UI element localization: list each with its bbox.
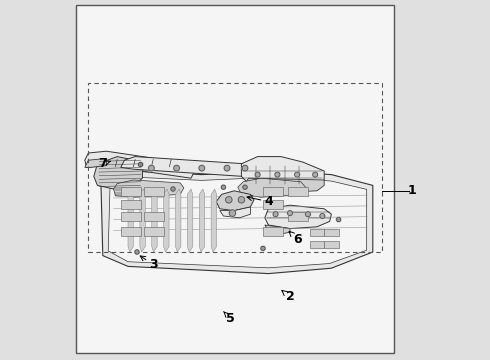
Polygon shape (94, 157, 143, 189)
Circle shape (229, 210, 236, 216)
Polygon shape (85, 158, 106, 167)
Circle shape (275, 172, 280, 177)
Circle shape (243, 185, 247, 189)
Polygon shape (108, 177, 367, 268)
Circle shape (313, 172, 318, 177)
FancyBboxPatch shape (76, 5, 394, 353)
FancyBboxPatch shape (288, 212, 308, 221)
Polygon shape (140, 189, 145, 252)
Circle shape (288, 211, 293, 216)
Polygon shape (114, 180, 184, 197)
Polygon shape (187, 189, 193, 252)
Circle shape (273, 212, 278, 217)
FancyBboxPatch shape (263, 200, 283, 209)
Text: 5: 5 (223, 312, 235, 325)
Circle shape (242, 165, 248, 171)
Circle shape (199, 165, 205, 171)
Text: 4: 4 (247, 195, 273, 208)
FancyBboxPatch shape (263, 187, 283, 196)
Polygon shape (238, 178, 306, 197)
Circle shape (174, 165, 179, 171)
FancyBboxPatch shape (121, 227, 141, 236)
Polygon shape (101, 171, 373, 274)
Circle shape (255, 172, 260, 177)
Text: 3: 3 (140, 256, 157, 271)
Polygon shape (164, 189, 169, 252)
FancyBboxPatch shape (121, 200, 141, 209)
Circle shape (135, 250, 139, 254)
Circle shape (224, 165, 230, 171)
FancyBboxPatch shape (324, 241, 339, 248)
Circle shape (171, 187, 175, 191)
FancyBboxPatch shape (310, 229, 324, 236)
Text: 7: 7 (98, 157, 111, 170)
FancyBboxPatch shape (288, 187, 308, 196)
Polygon shape (175, 189, 181, 252)
Circle shape (261, 246, 265, 251)
FancyBboxPatch shape (144, 187, 164, 196)
Circle shape (148, 165, 154, 171)
Circle shape (305, 212, 311, 217)
FancyBboxPatch shape (121, 212, 141, 221)
Circle shape (238, 197, 245, 203)
Circle shape (337, 217, 341, 222)
FancyBboxPatch shape (263, 227, 283, 236)
Circle shape (225, 197, 232, 203)
Polygon shape (152, 189, 157, 252)
FancyBboxPatch shape (144, 212, 164, 221)
Polygon shape (114, 187, 135, 196)
Polygon shape (216, 191, 254, 211)
Polygon shape (245, 178, 324, 193)
Text: 1: 1 (408, 184, 417, 197)
Polygon shape (265, 225, 290, 234)
Polygon shape (85, 151, 195, 178)
FancyBboxPatch shape (324, 229, 339, 236)
Circle shape (320, 213, 325, 219)
Text: 2: 2 (282, 291, 294, 303)
Circle shape (294, 172, 300, 177)
Text: 6: 6 (289, 231, 301, 246)
Polygon shape (121, 157, 258, 176)
FancyBboxPatch shape (121, 187, 141, 196)
Polygon shape (211, 189, 217, 252)
FancyBboxPatch shape (310, 241, 324, 248)
Polygon shape (242, 157, 324, 189)
FancyBboxPatch shape (144, 227, 164, 236)
Circle shape (139, 162, 143, 167)
Polygon shape (265, 205, 331, 229)
Circle shape (221, 185, 225, 189)
Polygon shape (199, 189, 205, 252)
Polygon shape (128, 189, 133, 252)
Polygon shape (220, 207, 250, 218)
